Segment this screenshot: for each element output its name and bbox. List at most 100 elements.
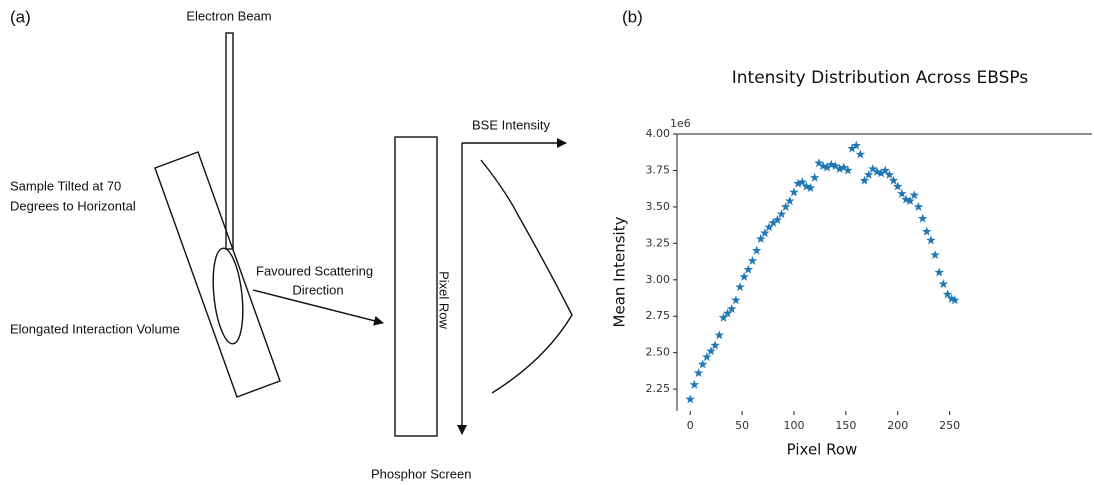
volume-label: Elongated Interaction Volume — [10, 321, 180, 336]
data-point — [847, 143, 857, 153]
data-point — [768, 217, 778, 227]
scattering-label: Direction — [292, 282, 343, 297]
data-point — [872, 166, 882, 176]
data-point — [697, 359, 708, 369]
data-point — [926, 235, 936, 245]
data-point — [710, 340, 720, 350]
data-point — [739, 271, 749, 281]
chart-title: Intensity Distribution Across EBSPs — [732, 68, 1029, 88]
diagram: (a) Electron Beam Sample Tilted at 70 De… — [10, 7, 573, 481]
x-tick-label: 200 — [887, 419, 908, 432]
data-point — [726, 303, 737, 313]
data-point — [913, 201, 924, 211]
data-point — [776, 209, 787, 219]
data-point — [843, 165, 853, 175]
intensity-axis-label: BSE Intensity — [472, 117, 551, 132]
data-point — [884, 169, 895, 179]
data-point — [805, 182, 816, 192]
x-tick-label: 150 — [835, 419, 856, 432]
data-point — [797, 177, 808, 187]
data-point — [722, 308, 733, 318]
data-point — [930, 250, 940, 260]
data-point — [693, 368, 704, 378]
data-point — [892, 181, 903, 191]
data-point — [822, 162, 832, 172]
data-point — [938, 279, 949, 289]
x-tick-label: 250 — [939, 419, 960, 432]
data-point — [826, 159, 837, 169]
data-point — [839, 162, 849, 172]
data-point — [814, 158, 824, 168]
data-point — [950, 295, 960, 305]
data-point — [702, 352, 712, 362]
y-tick-label: 2.25 — [646, 382, 671, 395]
data-point — [863, 169, 874, 179]
sample — [154, 151, 281, 398]
data-point — [793, 178, 803, 188]
data-point — [897, 188, 907, 198]
electron-beam — [225, 32, 234, 250]
data-point — [901, 194, 911, 204]
data-point — [880, 165, 891, 175]
x-tick-label: 0 — [687, 419, 694, 432]
sample-label: Degrees to Horizontal — [10, 198, 136, 213]
data-point — [706, 346, 716, 356]
sample-label: Sample Tilted at 70 — [10, 178, 121, 193]
data-point — [830, 161, 841, 171]
data-point — [909, 190, 920, 200]
data-point — [718, 312, 729, 322]
x-tick-label: 100 — [783, 419, 804, 432]
data-point — [760, 228, 770, 238]
data-point — [685, 394, 695, 404]
data-point — [868, 163, 878, 174]
data-point — [855, 149, 866, 159]
data-point — [818, 161, 828, 171]
data-point — [689, 379, 700, 389]
data-point — [735, 282, 745, 292]
data-point — [785, 196, 795, 206]
data-point — [789, 187, 799, 197]
screen-label: Phosphor Screen — [371, 466, 471, 481]
row-axis-label: Pixel Row — [437, 271, 452, 329]
data-point — [834, 163, 845, 174]
data-point — [780, 201, 791, 211]
panel-label: (a) — [10, 7, 31, 26]
data-point — [942, 289, 953, 299]
data-point — [772, 215, 783, 225]
x-tick-label: 50 — [735, 419, 749, 432]
offset-label: 1e6 — [670, 117, 691, 130]
y-tick-label: 3.50 — [646, 200, 671, 213]
chart: (b) Intensity Distribution Across EBSPs … — [611, 7, 1092, 459]
data-point — [851, 140, 861, 150]
y-tick-label: 3.00 — [646, 273, 671, 286]
data-point — [731, 295, 741, 305]
data-point — [743, 264, 754, 274]
data-point — [905, 196, 915, 206]
data-point — [747, 255, 758, 265]
data-point — [917, 213, 928, 223]
x-axis-label: Pixel Row — [787, 441, 858, 459]
data-point — [751, 245, 762, 255]
intensity-profile — [480, 159, 573, 394]
data-point — [934, 267, 944, 277]
data-point — [801, 181, 812, 191]
data-point — [876, 168, 886, 178]
data-point — [888, 175, 899, 185]
panel-label: (b) — [622, 7, 643, 26]
data-point — [922, 226, 932, 236]
data-point — [764, 222, 774, 232]
data-point — [756, 233, 766, 244]
y-tick-label: 2.50 — [646, 346, 671, 359]
data-point — [809, 172, 820, 182]
data-point — [714, 330, 725, 340]
beam-label: Electron Beam — [186, 8, 271, 23]
y-tick-label: 4.00 — [646, 127, 671, 140]
y-tick-label: 3.25 — [646, 236, 671, 249]
y-axis-label: Mean Intensity — [611, 216, 629, 327]
data-point — [946, 293, 957, 303]
interaction-volume — [212, 247, 244, 345]
scattering-arrow — [252, 289, 384, 326]
phosphor-screen — [394, 136, 438, 437]
y-tick-label: 3.75 — [646, 163, 671, 176]
